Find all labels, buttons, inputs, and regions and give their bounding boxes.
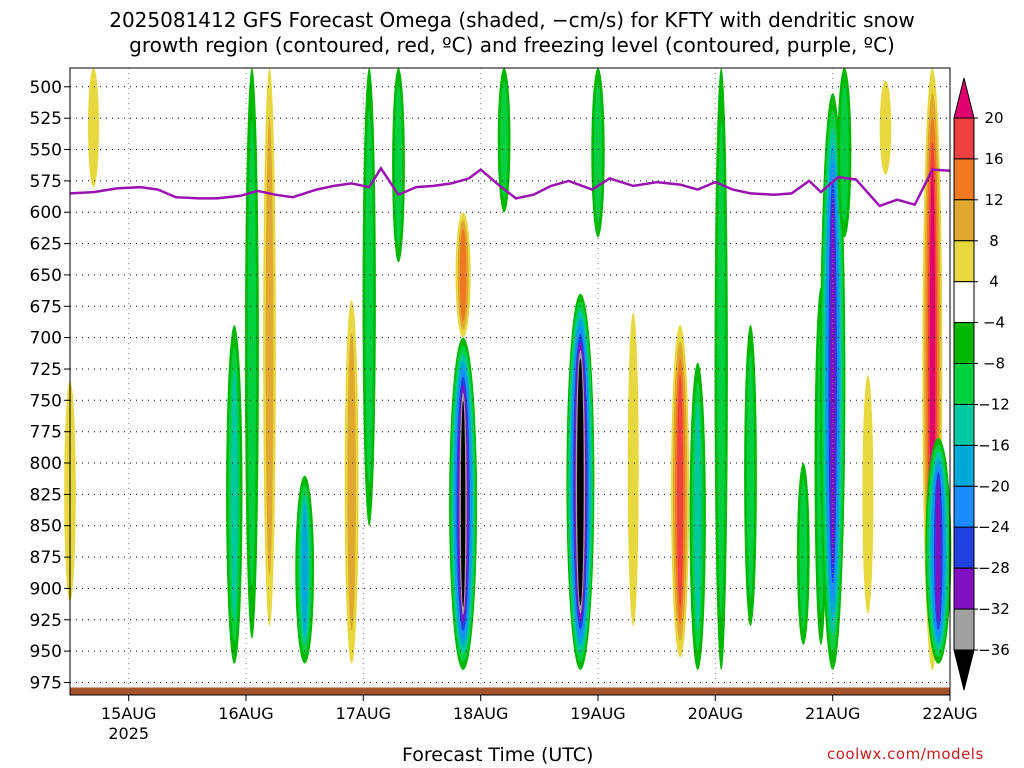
colorbar: 20 16 12 8 4 −4 −8 −12 −16 −20 −24 −28 −32 −36 [953, 77, 1010, 691]
y-axis-ticks: 500 525 550 575 600 625 650 675 700 725 750 775 800 8… [30, 78, 70, 694]
omega-region-22-level-1 [840, 83, 849, 222]
ytick-label-950: 950 [30, 642, 62, 662]
freezing-level-contour [69, 165, 951, 208]
omega-region-1-level-0 [88, 68, 99, 188]
xtick-label-22AUG: 22AUG [922, 704, 977, 723]
omega-region-9-level-2 [459, 228, 467, 322]
omega-region-13-level-1 [594, 83, 602, 222]
colorbar-label-6: −8 [983, 355, 1005, 373]
colorbar-label-10: −24 [978, 518, 1010, 536]
ytick-label-525: 525 [30, 109, 62, 129]
colorbar-label-12: −32 [978, 600, 1010, 618]
colorbar-swatch-12 [953, 608, 975, 651]
colorbar-label-3: 8 [989, 232, 999, 250]
omega-region-14-level-0 [627, 312, 639, 627]
omega-region-19-level-1 [799, 479, 808, 629]
ytick-label-925: 925 [30, 611, 62, 631]
chart-title: 2025081412 GFS Forecast Omega (shaded, −… [109, 8, 915, 57]
xtick-label-21AUG: 21AUG [805, 704, 860, 723]
xtick-label-16AUG: 16AUG [218, 704, 273, 723]
colorbar-label-7: −12 [978, 396, 1010, 414]
ytick-label-975: 975 [30, 674, 62, 694]
x-axis-title: Forecast Time (UTC) [402, 744, 594, 766]
ytick-label-700: 700 [30, 329, 62, 349]
ytick-label-600: 600 [30, 203, 62, 223]
ytick-label-875: 875 [30, 548, 62, 568]
colorbar-label-2: 12 [984, 191, 1003, 209]
terrain-band [70, 687, 950, 695]
omega-region-12-level-9 [578, 366, 583, 598]
colorbar-swatch-10 [953, 526, 975, 569]
ytick-label-625: 625 [30, 235, 62, 255]
colorbar-swatch-7 [953, 404, 975, 446]
colorbar-swatch-1 [953, 158, 975, 201]
colorbar-label-5: −4 [983, 314, 1005, 332]
omega-region-6-level-1 [347, 332, 356, 631]
ytick-label-675: 675 [30, 297, 62, 317]
surface-band [70, 687, 950, 695]
colorbar-label-9: −20 [978, 477, 1010, 495]
x-axis-ticks: 15AUG 16AUG 17AUG 18AUG 19AUG 20AUG 21AUG 22AUG… [101, 695, 978, 743]
ytick-label-550: 550 [30, 141, 62, 161]
colorbar-bottom-triangle [953, 649, 975, 691]
colorbar-swatch-9 [953, 485, 975, 528]
omega-shading [64, 68, 952, 670]
ytick-label-800: 800 [30, 454, 62, 474]
ytick-label-775: 775 [30, 423, 62, 443]
colorbar-label-1: 16 [984, 150, 1003, 168]
colorbar-swatch-2 [953, 199, 975, 242]
xtick-label-18AUG: 18AUG [453, 704, 508, 723]
omega-region-26-level-6 [935, 478, 941, 623]
colorbar-label-8: −16 [978, 436, 1010, 454]
ytick-label-725: 725 [30, 360, 62, 380]
omega-region-18-level-1 [746, 352, 755, 599]
ytick-label-575: 575 [30, 172, 62, 192]
colorbar-label-4: 4 [989, 273, 999, 291]
colorbar-swatch-8 [953, 444, 975, 487]
colorbar-label-13: −36 [978, 641, 1010, 659]
omega-region-3-level-1 [247, 119, 257, 588]
ytick-label-825: 825 [30, 485, 62, 505]
xtick-label-19AUG: 19AUG [570, 704, 625, 723]
omega-region-4-level-1 [265, 118, 274, 576]
colorbar-label-11: −28 [978, 559, 1010, 577]
credit-text: coolwx.com/models [827, 745, 984, 763]
xtick-label-20AUG: 20AUG [688, 704, 743, 723]
omega-region-8-level-1 [394, 85, 403, 245]
xtick-label-17AUG: 17AUG [336, 704, 391, 723]
plot-frame [69, 67, 951, 696]
colorbar-swatch-4 [953, 281, 975, 324]
colorbar-swatch-6 [953, 363, 975, 405]
ytick-label-850: 850 [30, 517, 62, 537]
ytick-label-650: 650 [30, 266, 62, 286]
omega-region-16-level-2 [694, 402, 702, 631]
omega-region-10-level-8 [460, 400, 466, 607]
ytick-label-900: 900 [30, 579, 62, 599]
omega-region-24-level-0 [879, 80, 892, 175]
omega-region-7-level-1 [365, 109, 374, 485]
colorbar-swatch-3 [953, 240, 975, 283]
omega-region-21-level-6 [830, 196, 836, 567]
omega-region-15-level-3 [677, 374, 684, 608]
omega-region-2-level-2 [230, 368, 238, 621]
colorbar-swatch-5 [953, 322, 975, 365]
freezing-level-line [69, 165, 951, 208]
colorbar-swatch-0 [953, 117, 975, 160]
xtick-label-15AUG: 15AUG [101, 704, 156, 723]
ytick-label-500: 500 [30, 78, 62, 98]
omega-region-11-level-1 [500, 81, 508, 200]
omega-region-5-level-3 [301, 503, 308, 636]
omega-region-17-level-1 [717, 122, 726, 616]
colorbar-swatch-11 [953, 567, 975, 610]
xtick-year-label: 2025 [108, 724, 149, 743]
colorbar-top-triangle [953, 77, 975, 119]
colorbar-label-0: 20 [984, 109, 1003, 127]
ytick-label-750: 750 [30, 391, 62, 411]
omega-region-23-level-0 [862, 375, 874, 614]
